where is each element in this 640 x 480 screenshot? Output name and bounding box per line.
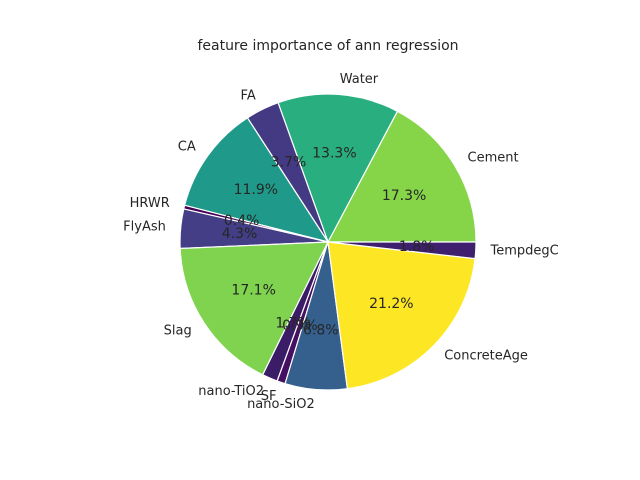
pct-label-water: 13.3% <box>312 145 356 161</box>
slice-labels: Cement Water FA CA HRWR FlyAsh Slag nano-TiO2SF… <box>123 72 559 412</box>
slice-label-nano-sio2: nano-SiO2 <box>247 397 315 412</box>
slice-tempdegc <box>327 241 477 260</box>
slice-slag <box>179 241 329 376</box>
slice-label-hrwr: HRWR <box>130 196 170 211</box>
slice-ca <box>183 117 330 243</box>
slice-label-nano-tio2: nano-TiO2 <box>198 384 264 399</box>
chart-title: feature importance of ann regression <box>197 38 458 54</box>
slice-water <box>277 93 399 244</box>
slice-label-tempdegc: TempdegC <box>490 244 559 259</box>
percentage-labels: 17.3% 13.3% 3.7% 11.9% 0.4%4.3% 17.1% 1.7%0.9%… <box>222 145 435 338</box>
slice-label-slag: Slag <box>164 324 192 339</box>
pct-label-hrwr: 0.4% <box>224 213 260 229</box>
slice-label-flyash: FlyAsh <box>123 220 166 235</box>
pct-label-concreteage: 21.2% <box>369 296 413 312</box>
pct-label-cement: 17.3% <box>382 188 426 204</box>
slice-label-water: Water <box>340 72 379 87</box>
pct-label-slag: 17.1% <box>231 283 275 299</box>
pct-label-flyash: 4.3% <box>222 226 258 242</box>
slice-label-cement: Cement <box>468 151 519 166</box>
pct-label-sf: 0.9% <box>282 318 318 334</box>
pct-label-ca: 11.9% <box>234 182 278 198</box>
slice-concreteage <box>327 241 476 390</box>
slice-label-sf: SF <box>261 389 277 404</box>
slice-label-ca: CA <box>178 140 196 155</box>
pct-label-tempdegc: 1.8% <box>399 239 435 255</box>
pct-label-nano-tio2: 1.7% <box>275 316 311 332</box>
pct-label-fa: 3.7% <box>271 154 307 170</box>
pie-slices <box>179 93 477 391</box>
slice-cement <box>327 110 477 243</box>
pct-label-nano-sio2: 6.8% <box>303 323 339 339</box>
slice-label-concreteage: ConcreteAge <box>444 349 528 364</box>
slice-label-fa: FA <box>241 89 256 104</box>
